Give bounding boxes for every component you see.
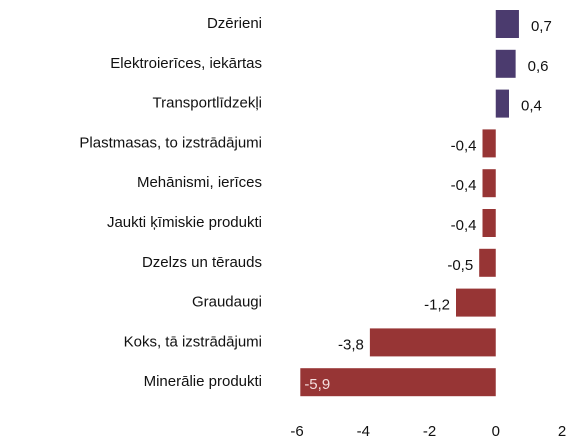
value-label: -1,2 [424, 297, 450, 314]
bar [495, 10, 519, 38]
bar [482, 169, 496, 198]
bar [495, 89, 509, 118]
bar [300, 368, 496, 397]
category-label: Mehānismi, ierīces [137, 174, 262, 191]
bar [456, 288, 496, 317]
bar [482, 129, 496, 158]
bar [369, 328, 496, 357]
value-label: -0,4 [451, 137, 477, 154]
value-label: -5,9 [304, 376, 330, 393]
value-label: 0,7 [531, 18, 552, 35]
category-label: Plastmasas, to izstrādājumi [79, 134, 262, 151]
category-label: Graudaugi [192, 294, 262, 311]
x-tick-label: 0 [492, 423, 500, 439]
value-label: -0,4 [451, 177, 477, 194]
value-label: -0,5 [447, 257, 473, 274]
bar [479, 248, 496, 277]
value-label: -3,8 [338, 336, 364, 353]
category-label: Dzērieni [207, 15, 262, 32]
value-label: 0,6 [528, 58, 549, 75]
x-tick-label: 2 [558, 423, 566, 439]
bar [482, 209, 496, 237]
bar [495, 49, 516, 78]
value-label: 0,4 [521, 98, 542, 115]
category-label: Jaukti ķīmiskie produkti [107, 214, 262, 231]
x-tick-label: -6 [290, 423, 303, 439]
category-label: Koks, tā izstrādājumi [124, 333, 262, 350]
category-label: Minerālie produkti [144, 373, 262, 390]
category-label: Elektroierīces, iekārtas [110, 55, 262, 72]
category-label: Transportlīdzekļi [153, 95, 262, 112]
x-tick-label: -4 [357, 423, 370, 439]
x-tick-label: -2 [423, 423, 436, 439]
value-label: -0,4 [451, 217, 477, 234]
category-label: Dzelzs un tērauds [142, 254, 262, 271]
